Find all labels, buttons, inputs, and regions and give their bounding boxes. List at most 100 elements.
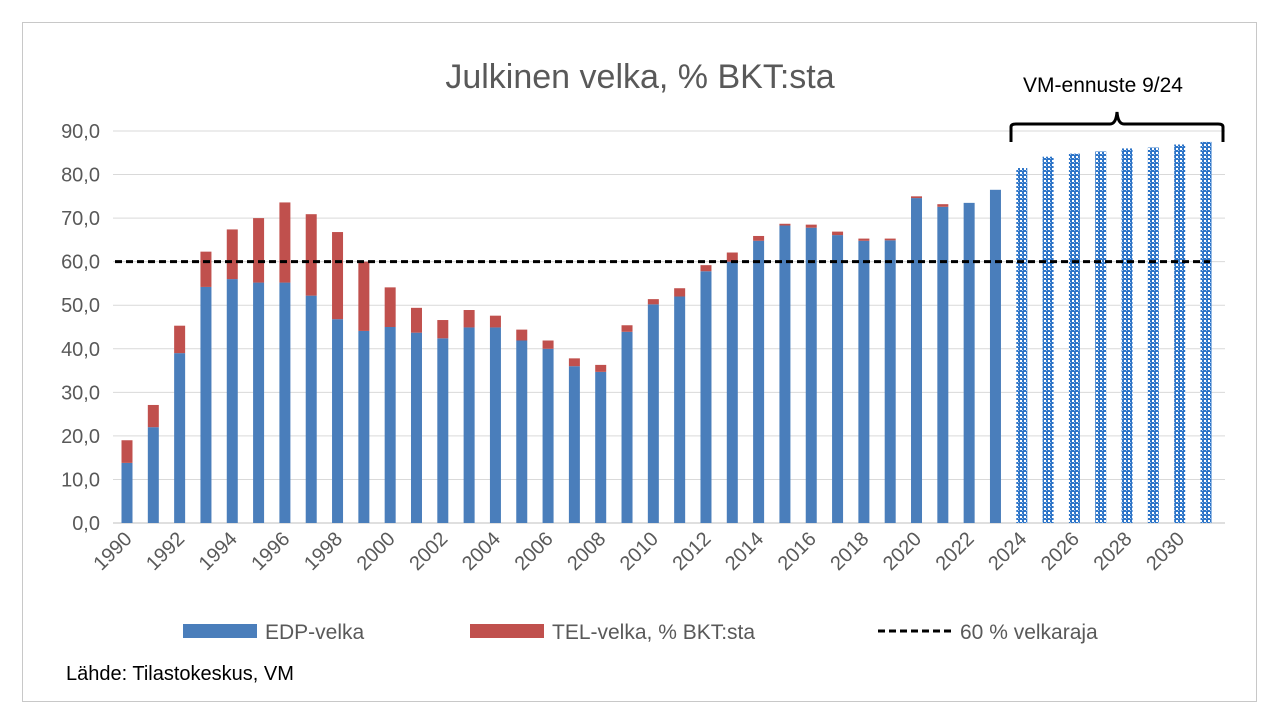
bar-edp-2020 (911, 198, 923, 523)
bar-edp-2024 (1016, 168, 1028, 523)
chart-frame (22, 22, 1257, 702)
bar-tel-2003 (463, 310, 475, 328)
bar-edp-1992 (174, 353, 186, 523)
x-tick-label: 2008 (563, 528, 610, 575)
bar-tel-2008 (595, 364, 607, 372)
y-tick-label: 70,0 (61, 208, 100, 230)
y-tick-label: 20,0 (61, 426, 100, 448)
bar-edp-2009 (621, 331, 633, 523)
bar-edp-2025 (1042, 156, 1054, 523)
bar-tel-2012 (700, 265, 712, 272)
bar-edp-2010 (647, 304, 659, 523)
bar-tel-2015 (779, 223, 791, 226)
bar-edp-1990 (121, 462, 133, 523)
bar-tel-2019 (884, 238, 896, 241)
bar-edp-2021 (937, 206, 949, 523)
bar-tel-2002 (437, 320, 449, 339)
bar-edp-2018 (858, 240, 870, 523)
bar-tel-2005 (516, 329, 528, 341)
bar-edp-2006 (542, 348, 554, 523)
bar-edp-1994 (226, 279, 238, 523)
bar-tel-2009 (621, 325, 633, 332)
bar-edp-1998 (332, 319, 344, 523)
bar-tel-2010 (647, 299, 659, 305)
bar-tel-1995 (253, 218, 265, 283)
bar-tel-2016 (805, 224, 817, 228)
legend-swatch-tel (470, 624, 544, 638)
bar-edp-2011 (674, 296, 686, 523)
x-tick-label: 2016 (774, 528, 821, 575)
x-tick-label: 2026 (1037, 528, 1084, 575)
x-tick-label: 2000 (353, 528, 400, 575)
y-tick-label: 10,0 (61, 469, 100, 491)
bar-edp-2019 (884, 240, 896, 523)
bar-tel-1990 (121, 440, 133, 463)
legend-label-tel: TEL-velka, % BKT:sta (552, 621, 755, 644)
x-tick-label: 1996 (247, 528, 294, 575)
y-tick-label: 90,0 (61, 121, 100, 143)
legend-label-edp: EDP-velka (265, 621, 365, 644)
bar-tel-2000 (384, 287, 396, 327)
bar-edp-1997 (305, 295, 317, 523)
x-tick-label: 2012 (668, 528, 715, 575)
bar-tel-1994 (226, 229, 238, 280)
bar-edp-2023 (989, 189, 1001, 524)
bar-edp-2022 (963, 202, 975, 523)
bar-edp-2004 (489, 327, 501, 523)
bar-tel-1997 (305, 214, 317, 296)
bar-edp-2030 (1174, 144, 1186, 523)
x-tick-label: 2014 (721, 528, 768, 575)
bar-tel-1999 (358, 261, 370, 331)
x-tick-label: 2006 (511, 528, 558, 575)
bar-tel-1993 (200, 251, 212, 287)
bar-tel-1992 (174, 325, 186, 354)
bar-tel-1998 (332, 232, 344, 320)
y-tick-label: 60,0 (61, 252, 100, 274)
bar-edp-2012 (700, 271, 712, 523)
x-tick-label: 2002 (405, 528, 452, 575)
forecast-label: VM-ennuste 9/24 (1023, 74, 1183, 97)
forecast-bracket (1009, 111, 1225, 142)
chart-title: Julkinen velka, % BKT:sta (445, 58, 834, 96)
bar-tel-1996 (279, 202, 291, 283)
x-tick-label: 2010 (616, 528, 663, 575)
bar-edp-2000 (384, 327, 396, 523)
bar-edp-2031 (1200, 141, 1212, 523)
x-tick-label: 2024 (984, 528, 1031, 575)
bar-tel-2001 (410, 307, 422, 333)
bar-edp-2013 (726, 261, 738, 523)
x-tick-label: 1994 (195, 528, 242, 575)
bar-edp-2028 (1121, 148, 1133, 523)
y-tick-label: 40,0 (61, 339, 100, 361)
y-tick-label: 50,0 (61, 295, 100, 317)
bar-edp-1995 (253, 282, 265, 523)
x-tick-label: 2020 (879, 528, 926, 575)
bar-edp-2014 (753, 240, 765, 523)
y-tick-label: 0,0 (72, 513, 100, 535)
x-tick-label: 1998 (300, 528, 347, 575)
bar-edp-2026 (1068, 153, 1080, 523)
bar-tel-2017 (832, 231, 844, 236)
bar-tel-2018 (858, 238, 870, 241)
bar-tel-2013 (726, 252, 738, 262)
forecast-annotation: VM-ennuste 9/24 (1009, 74, 1225, 142)
bar-edp-2007 (568, 366, 580, 523)
bar-tel-2020 (911, 196, 923, 199)
bar-edp-2008 (595, 371, 607, 523)
bar-edp-2015 (779, 225, 791, 523)
legend-label-limit: 60 % velkaraja (960, 621, 1098, 644)
x-tick-label: 2022 (932, 528, 979, 575)
x-tick-label: 2004 (458, 528, 505, 575)
x-tick-label: 2018 (826, 528, 873, 575)
bar-edp-1991 (147, 427, 159, 523)
bar-edp-2002 (437, 338, 449, 523)
bar-tel-2006 (542, 340, 554, 349)
y-tick-label: 80,0 (61, 165, 100, 187)
bar-edp-2003 (463, 327, 475, 523)
bar-edp-2017 (832, 235, 844, 523)
source-note: Lähde: Tilastokeskus, VM (66, 663, 294, 685)
bar-edp-2001 (410, 332, 422, 523)
x-tick-label: 2028 (1090, 528, 1137, 575)
legend-swatch-edp (183, 624, 257, 638)
